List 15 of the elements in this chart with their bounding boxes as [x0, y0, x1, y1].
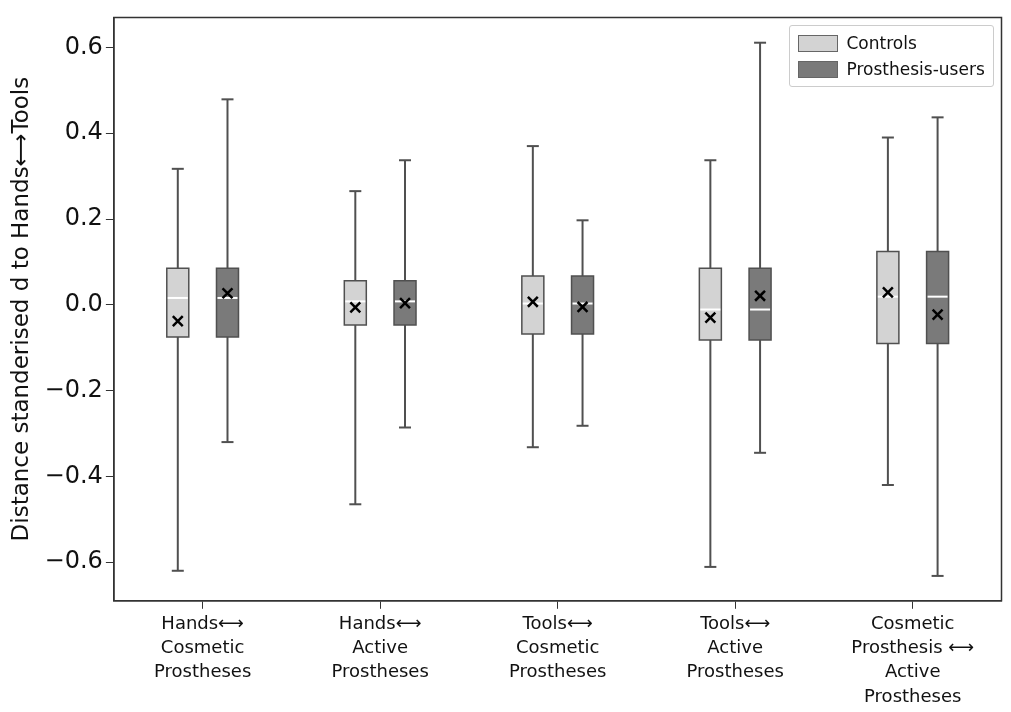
y-axis-title: Distance standerised d to Hands⟷Tools [6, 76, 33, 542]
legend-label: Controls [846, 32, 917, 56]
y-tick-label: 0.6 [64, 31, 103, 60]
x-tick-label: Tools⟷ Active Prostheses [686, 611, 784, 682]
x-tick-label: Hands⟷ Active Prostheses [331, 611, 429, 682]
legend-label: Prosthesis-users [846, 58, 985, 82]
y-tick-label: 0.0 [64, 289, 103, 318]
x-tick-label: Cosmetic Prosthesis ⟷ Active Prostheses [851, 611, 975, 706]
y-tick-label: −0.4 [44, 460, 103, 489]
y-tick-label: 0.2 [64, 203, 103, 232]
y-tick-label: −0.6 [44, 546, 103, 575]
y-tick-label: 0.4 [64, 117, 103, 146]
x-tick-label: Hands⟷ Cosmetic Prostheses [153, 611, 252, 682]
x-tick-label: Tools⟷ Cosmetic Prostheses [509, 611, 607, 682]
y-tick-label: −0.2 [44, 374, 103, 403]
